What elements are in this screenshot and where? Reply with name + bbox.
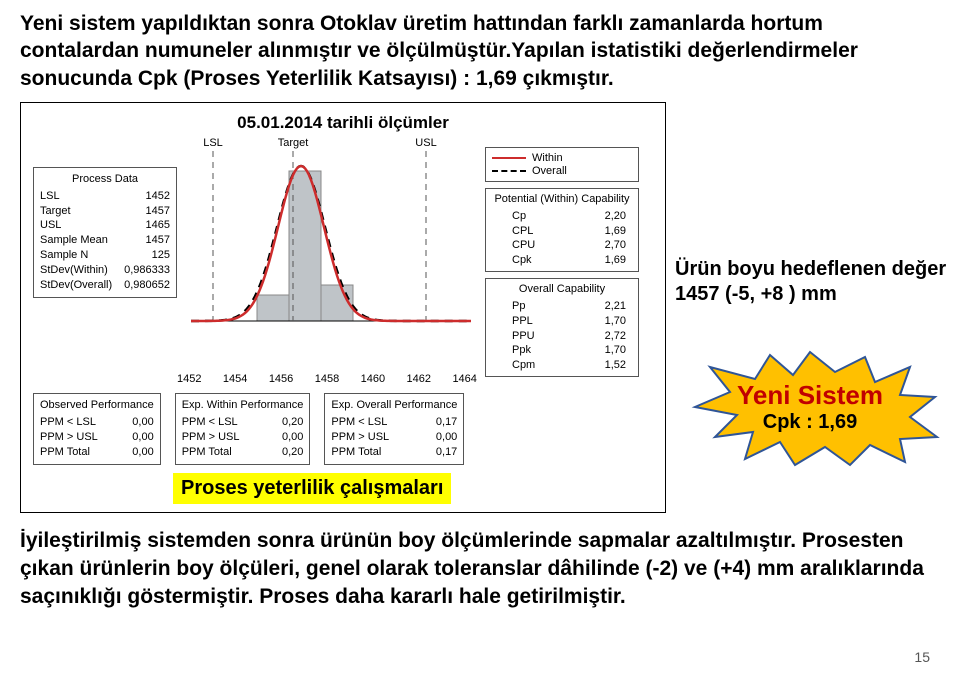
data-row: PPU2,72 [492, 329, 632, 344]
cloud-line1: Yeni Sistem [737, 380, 883, 411]
data-row: Cp2,20 [492, 209, 632, 224]
callouts: Ürün boyu hedeflenen değer 1457 (-5, +8 … [675, 257, 960, 467]
within-cap-title: Potential (Within) Capability [492, 192, 632, 207]
within-swatch [492, 157, 526, 159]
process-data-box: Process Data LSL1452Target1457USL1465Sam… [33, 167, 177, 298]
data-row: Cpk1,69 [492, 253, 632, 268]
data-row: Pp2,21 [492, 299, 632, 314]
chart-area: LSL Target USL [181, 137, 481, 337]
data-row: PPM Total0,00 [40, 445, 154, 460]
cloud-callout: Yeni Sistem Cpk : 1,69 [675, 347, 945, 467]
x-tick: 1460 [361, 373, 385, 385]
target-marker: Target [278, 137, 309, 149]
data-row: PPM > USL0,00 [40, 430, 154, 445]
overall-swatch [492, 170, 526, 172]
x-tick: 1464 [452, 373, 476, 385]
data-row: PPL1,70 [492, 314, 632, 329]
overall-cap-title: Overall Capability [492, 282, 632, 297]
x-tick: 1458 [315, 373, 339, 385]
data-row: PPM Total0,17 [331, 445, 457, 460]
data-row: Sample Mean1457 [40, 233, 170, 248]
obs-perf-title: Observed Performance [40, 398, 154, 413]
target-spec-text: Ürün boyu hedeflenen değer 1457 (-5, +8 … [675, 257, 960, 307]
observed-performance-box: Observed Performance PPM < LSL0,00PPM > … [33, 393, 161, 464]
page-number: 15 [914, 649, 930, 665]
within-capability-box: Potential (Within) Capability Cp2,20CPL1… [485, 188, 639, 272]
data-row: Sample N125 [40, 248, 170, 263]
highlight-label: Proses yeterlilik çalışmaları [173, 473, 451, 504]
data-row: PPM > USL0,00 [182, 430, 304, 445]
x-tick: 1452 [177, 373, 201, 385]
x-axis-ticks: 1452 1454 1456 1458 1460 1462 1464 [171, 373, 483, 385]
x-tick: 1462 [407, 373, 431, 385]
data-row: PPM > USL0,00 [331, 430, 457, 445]
data-row: Ppk1,70 [492, 343, 632, 358]
data-row: Cpm1,52 [492, 358, 632, 373]
data-row: PPM < LSL0,00 [40, 415, 154, 430]
data-row: PPM Total0,20 [182, 445, 304, 460]
data-row: LSL1452 [40, 189, 170, 204]
chart-title: 05.01.2014 tarihli ölçümler [33, 113, 653, 133]
within-performance-box: Exp. Within Performance PPM < LSL0,20PPM… [175, 393, 311, 464]
data-row: Target1457 [40, 204, 170, 219]
data-row: USL1465 [40, 218, 170, 233]
legend-overall: Overall [532, 165, 567, 177]
chart-svg [181, 151, 481, 337]
data-row: PPM < LSL0,20 [182, 415, 304, 430]
usl-marker: USL [415, 137, 436, 149]
lsl-marker: LSL [203, 137, 223, 149]
x-tick: 1456 [269, 373, 293, 385]
data-row: CPL1,69 [492, 224, 632, 239]
intro-text: Yeni sistem yapıldıktan sonra Otoklav ür… [20, 10, 940, 92]
capability-chart-box: 05.01.2014 tarihli ölçümler Process Data… [20, 102, 666, 513]
ovr-perf-title: Exp. Overall Performance [331, 398, 457, 413]
legend-within: Within [532, 152, 563, 164]
data-row: StDev(Overall)0,980652 [40, 278, 170, 293]
data-row: StDev(Within)0,986333 [40, 263, 170, 278]
process-data-title: Process Data [40, 172, 170, 187]
data-row: CPU2,70 [492, 238, 632, 253]
win-perf-title: Exp. Within Performance [182, 398, 304, 413]
legend-box: Within Overall [485, 147, 639, 182]
conclusion-text: İyileştirilmiş sistemden sonra ürünün bo… [20, 527, 940, 612]
cloud-line2: Cpk : 1,69 [763, 411, 857, 434]
x-tick: 1454 [223, 373, 247, 385]
overall-performance-box: Exp. Overall Performance PPM < LSL0,17PP… [324, 393, 464, 464]
data-row: PPM < LSL0,17 [331, 415, 457, 430]
overall-capability-box: Overall Capability Pp2,21PPL1,70PPU2,72P… [485, 278, 639, 377]
